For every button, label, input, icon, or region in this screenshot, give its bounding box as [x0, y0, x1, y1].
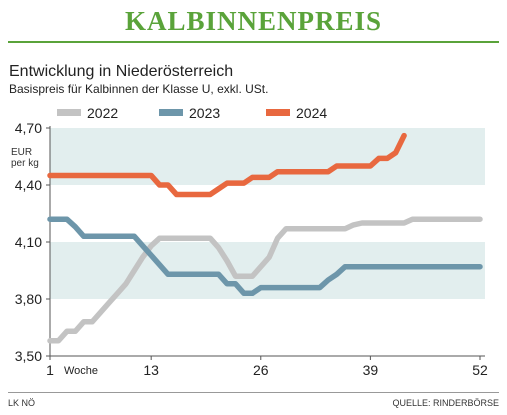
x-tick-label-0: 1	[46, 362, 54, 378]
y-tick-label-1: 3,80	[15, 291, 42, 307]
chart-title: KALBINNENPREIS	[124, 6, 383, 36]
x-tick-label-2: 26	[253, 362, 269, 378]
y-axis-unit-label: EUR per kg	[11, 147, 39, 169]
x-axis-label: Woche	[64, 365, 98, 377]
shaded-band-0	[50, 242, 485, 299]
y-tick-label-4: 4,70	[15, 120, 42, 136]
legend-swatch-2022	[57, 109, 81, 116]
series-line-2022	[47, 216, 483, 344]
y-tick-label-0: 3,50	[15, 348, 42, 364]
x-tick-label-1: 13	[143, 362, 159, 378]
chart-description: Basispreis für Kalbinnen der Klasse U, e…	[9, 82, 269, 96]
footer-source-left: LK NÖ	[8, 398, 36, 408]
footer-rule	[8, 392, 499, 393]
legend-swatch-2024	[266, 109, 290, 116]
y-axis-unit-line-2: per kg	[11, 158, 39, 169]
chart-subtitle: Entwicklung in Niederösterreich	[9, 63, 234, 80]
footer-source-right: QUELLE: RINDERBÖRSE	[392, 398, 499, 408]
y-tick-label-2: 4,10	[15, 234, 42, 250]
series-line-2024	[47, 132, 407, 198]
x-tick-label-3: 39	[363, 362, 379, 378]
y-axis-unit-line-1: EUR	[11, 147, 33, 158]
series-line-2023	[47, 216, 483, 297]
y-tick-label-3: 4,40	[15, 177, 42, 193]
legend-swatch-2023	[159, 109, 183, 116]
legend-label-2022: 2022	[87, 105, 119, 121]
title-underline	[8, 41, 499, 43]
x-tick-label-4: 52	[472, 362, 488, 378]
legend-label-2023: 2023	[189, 105, 221, 121]
legend-label-2024: 2024	[296, 105, 328, 121]
